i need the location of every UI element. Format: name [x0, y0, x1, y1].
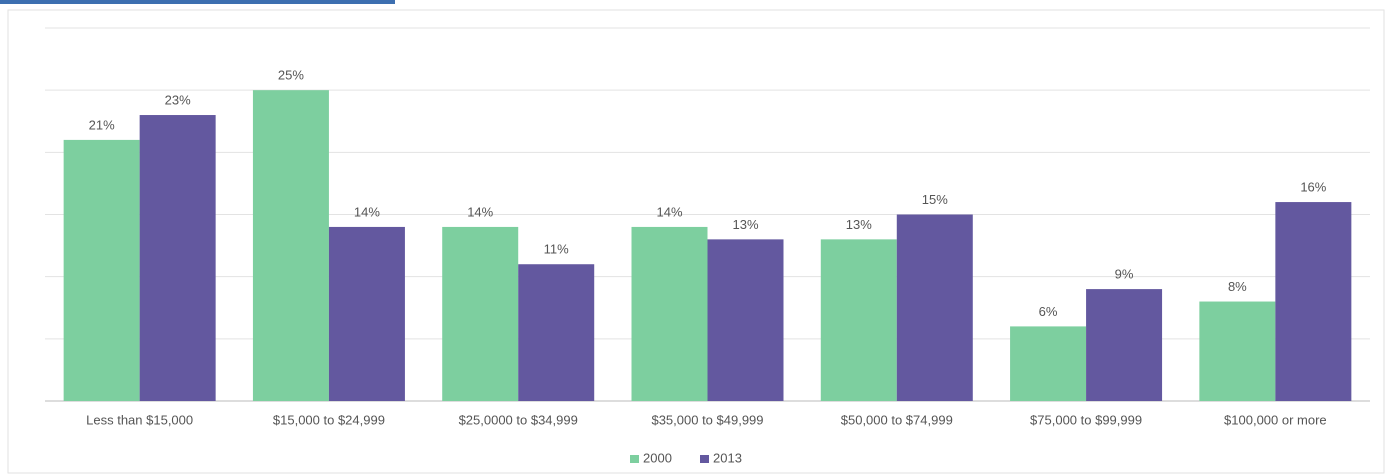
bar: [139, 115, 216, 402]
data-label: 6%: [1039, 304, 1058, 319]
data-label: 11%: [544, 242, 569, 257]
data-label: 14%: [467, 204, 493, 219]
bar: [707, 239, 784, 401]
x-tick-label: $75,000 to $99,999: [1030, 412, 1142, 427]
bar: [1010, 326, 1087, 401]
data-label: 16%: [1300, 180, 1326, 195]
x-tick-label: $25,0000 to $34,999: [459, 412, 578, 427]
bar: [1086, 289, 1163, 401]
data-label: 13%: [732, 217, 758, 232]
header-strip: [0, 0, 395, 4]
legend-label: 2013: [713, 450, 742, 465]
bar: [1275, 202, 1352, 401]
x-tick-label: $15,000 to $24,999: [273, 412, 385, 427]
bar: [252, 90, 329, 402]
data-label: 14%: [354, 204, 380, 219]
bar: [518, 264, 595, 401]
x-tick-label: $35,000 to $49,999: [651, 412, 763, 427]
bar: [896, 214, 973, 401]
bar: [328, 226, 405, 401]
x-tick-label: Less than $15,000: [86, 412, 193, 427]
data-label: 14%: [656, 204, 682, 219]
legend-swatch: [700, 455, 709, 463]
bar: [820, 239, 897, 401]
bar: [631, 226, 708, 401]
data-label: 23%: [165, 92, 191, 107]
bar: [442, 226, 519, 401]
data-label: 15%: [922, 192, 948, 207]
data-label: 8%: [1228, 279, 1247, 294]
x-tick-label: $50,000 to $74,999: [841, 412, 953, 427]
data-label: 25%: [278, 68, 304, 83]
data-label: 13%: [846, 217, 872, 232]
bar: [63, 139, 140, 401]
legend-label: 2000: [643, 450, 672, 465]
data-label: 21%: [89, 117, 115, 132]
data-label: 9%: [1115, 267, 1134, 282]
legend-swatch: [630, 455, 639, 463]
bar: [1199, 301, 1276, 401]
x-tick-label: $100,000 or more: [1224, 412, 1327, 427]
